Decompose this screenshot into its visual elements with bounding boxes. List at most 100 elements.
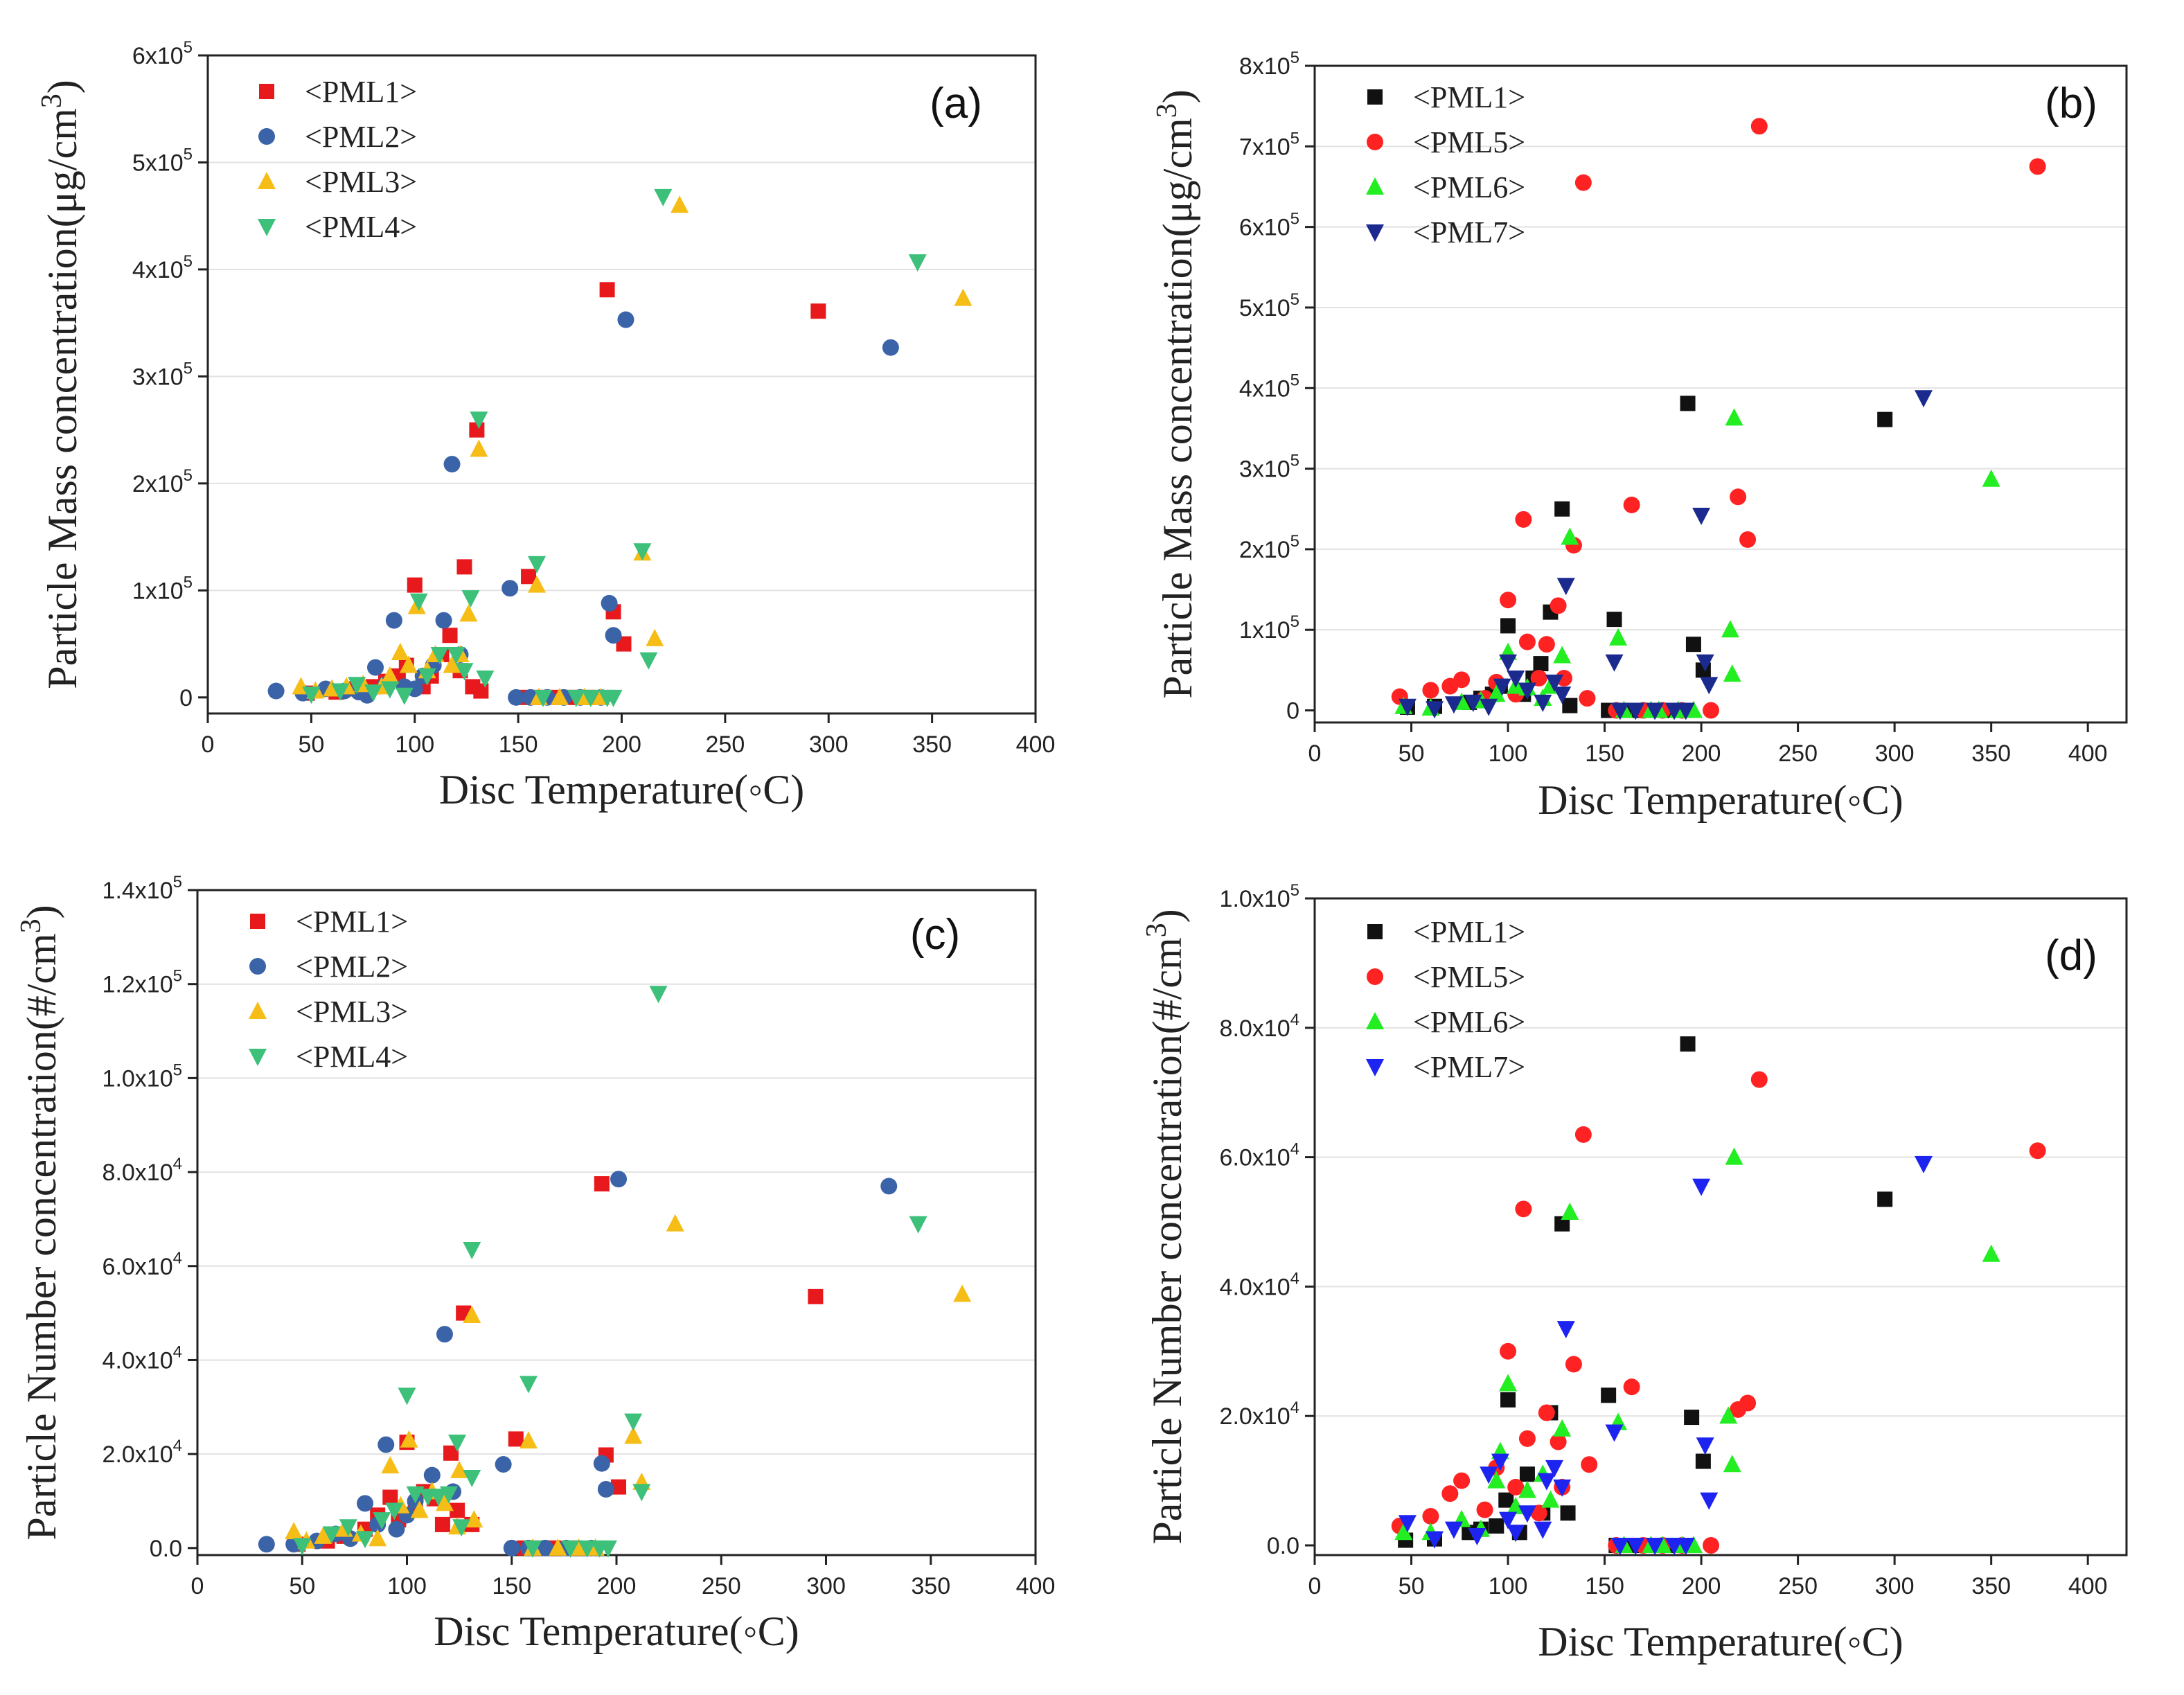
data-point-triangle-down (1534, 694, 1552, 712)
data-point-triangle-up (671, 195, 689, 213)
y-tick-label: 6x105 (132, 38, 193, 69)
data-point-circle (508, 689, 525, 706)
data-point-triangle-down (1553, 686, 1572, 704)
x-tick-label: 200 (1682, 1573, 1721, 1599)
data-point-triangle-down (385, 1502, 404, 1520)
data-point-triangle-down (1518, 682, 1536, 700)
legend-marker (1366, 1012, 1384, 1029)
data-point-square (434, 1516, 450, 1532)
data-point-triangle-up (1609, 628, 1628, 646)
y-axis-label: Particle Mass concentration(μg/cm3) (36, 80, 85, 689)
data-point-circle (423, 1466, 441, 1484)
data-point-triangle-down (1692, 508, 1711, 526)
data-point-triangle-up (459, 604, 478, 622)
data-point-triangle-down (302, 686, 321, 704)
legend-entry: <PML6> (1413, 1005, 1525, 1039)
legend-entry: <PML1> (1413, 915, 1525, 949)
data-point-circle (1555, 670, 1572, 687)
data-point-circle (880, 1178, 898, 1195)
x-tick-label: 300 (806, 1573, 846, 1599)
x-tick-label: 350 (1971, 1573, 2011, 1599)
data-point-triangle-down (1444, 1521, 1463, 1539)
data-point-triangle-up (1723, 1455, 1741, 1473)
data-point-triangle-up (1561, 527, 1579, 545)
panel-label: (d) (2045, 932, 2097, 979)
y-tick-label: 1.0x105 (1220, 881, 1299, 912)
data-point-triangle-up (380, 666, 399, 684)
data-point-circle (503, 1539, 520, 1556)
legend-marker (258, 219, 276, 236)
data-point-circle (388, 1520, 405, 1538)
data-point-triangle-down (364, 684, 382, 702)
y-tick-label: 4x105 (1239, 371, 1299, 402)
data-point-triangle-up (624, 1426, 643, 1444)
y-axis-label: Particle Number concentration(#/cm3) (15, 905, 64, 1540)
legend-marker (258, 172, 276, 189)
legend-marker (250, 914, 265, 929)
y-tick-label: 5x105 (1239, 290, 1299, 321)
data-point-triangle-down (430, 647, 449, 665)
data-point-circle (1579, 690, 1596, 707)
data-point-triangle-down (581, 689, 600, 707)
data-point-triangle-up (954, 288, 973, 306)
data-point-triangle-down (1553, 1479, 1572, 1497)
data-point-square (1560, 1505, 1576, 1521)
legend-marker (1367, 134, 1383, 150)
data-point-triangle-up (1487, 1471, 1506, 1489)
data-point-triangle-up (470, 439, 488, 457)
data-point-circle (495, 1456, 512, 1473)
y-tick-label: 4.0x104 (103, 1342, 182, 1374)
data-point-triangle-up (399, 655, 418, 673)
data-point-circle (1730, 488, 1747, 506)
x-tick-label: 350 (912, 731, 952, 758)
data-point-circle (597, 1481, 614, 1498)
data-point-square (443, 1445, 459, 1461)
data-point-circle (2029, 158, 2046, 175)
data-point-circle (1422, 682, 1439, 699)
x-axis-label: Disc Temperature(◦C) (434, 1608, 799, 1654)
data-point-square (810, 303, 826, 319)
data-point-triangle-up (646, 628, 664, 646)
y-tick-label: 2x105 (1239, 532, 1299, 563)
data-point-circle (378, 1436, 395, 1453)
data-point-circle (1565, 1356, 1582, 1373)
data-point-triangle-down (1605, 1424, 1624, 1442)
data-point-square (594, 1176, 610, 1192)
y-tick-label: 3x105 (132, 359, 193, 390)
data-point-triangle-down (1464, 694, 1482, 712)
x-tick-label: 400 (2068, 1573, 2108, 1599)
data-point-triangle-down (1915, 1155, 1933, 1173)
y-tick-label: 0.0 (1267, 1533, 1299, 1559)
data-point-triangle-up (285, 1522, 303, 1540)
data-point-circle (617, 311, 634, 328)
panel-label: (c) (910, 911, 960, 959)
y-tick-label: 0.0 (150, 1536, 182, 1562)
data-point-triangle-down (567, 689, 585, 707)
data-point-triangle-down (519, 1376, 538, 1394)
data-point-triangle-down (632, 1484, 651, 1502)
data-point-triangle-down (528, 556, 547, 574)
data-point-triangle-down (1626, 1537, 1645, 1555)
data-point-triangle-up (381, 1456, 400, 1474)
data-point-triangle-up (550, 687, 569, 705)
data-point-square (407, 577, 423, 593)
data-point-square (1554, 1216, 1570, 1232)
legend-marker (249, 1049, 267, 1066)
data-point-square (450, 1502, 465, 1518)
data-point-circle (1530, 670, 1547, 687)
x-tick-label: 100 (395, 731, 434, 758)
data-point-triangle-up (1507, 1496, 1525, 1514)
data-point-triangle-down (633, 543, 652, 561)
x-tick-label: 0 (191, 1573, 204, 1599)
data-point-circle (1515, 511, 1532, 528)
data-point-circle (366, 659, 384, 676)
data-point-circle (1515, 1200, 1532, 1218)
data-point-circle (1550, 597, 1567, 614)
data-point-triangle-down (1507, 1525, 1525, 1543)
x-tick-label: 100 (1489, 740, 1528, 767)
data-point-triangle-down (406, 1486, 425, 1504)
x-tick-label: 100 (1489, 1573, 1528, 1599)
data-point-triangle-down (455, 663, 474, 681)
data-point-triangle-down (398, 1387, 416, 1405)
data-point-square (1500, 1392, 1516, 1408)
